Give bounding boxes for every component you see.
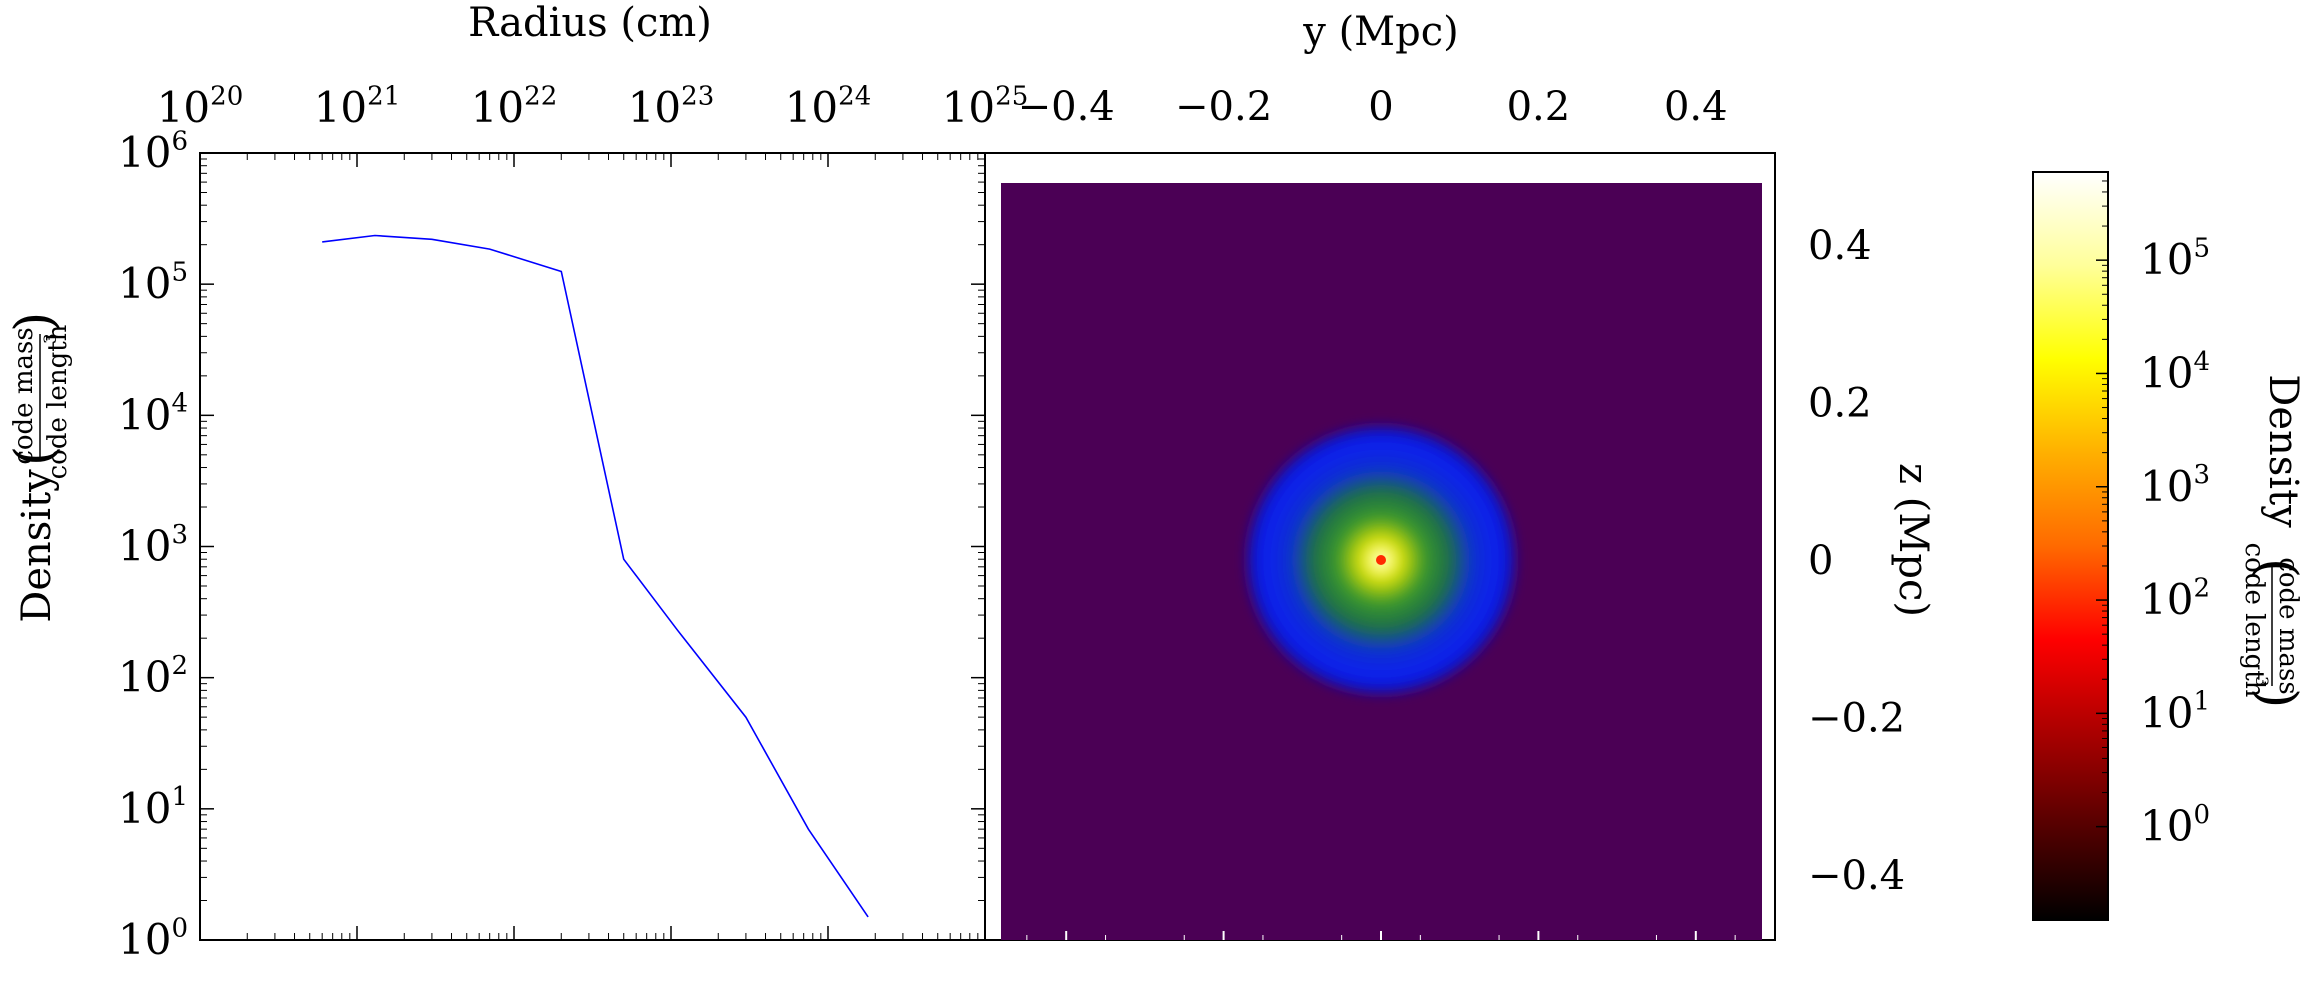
colorbar-tick-label: 101 [2140,687,2210,738]
projection-x-tick-label: −0.2 [1175,84,1272,130]
projection-x-tick-label: 0.2 [1507,84,1571,130]
projection-y-tick-label: −0.2 [1808,695,1905,741]
profile-series [322,234,869,918]
profile-y-tick-label: 101 [118,782,188,833]
profile-x-ticks: 1020 1021 1022 1023 1024 1025 [157,81,1029,940]
projection-y-tick-label: 0.2 [1808,381,1872,427]
colorbar: 100 101 102 103 104 105 Density ( code mass c… [2032,171,2307,921]
blob-core [1376,555,1386,565]
colorbar-unit-numerator: code mass [2273,557,2303,694]
profile-y-unit-denominator: code length [43,324,73,479]
profile-y-tick-label: 106 [118,126,188,177]
profile-y-tick-label: 104 [118,389,188,440]
svg-text:(: ( [5,446,65,466]
svg-text:): ) [2247,688,2307,708]
profile-y-axis-label: Density ( code mass code length 3 ) [5,312,73,623]
profile-x-tick-label: 1025 [942,81,1029,132]
colorbar-label-main: Density [2260,374,2306,528]
profile-y-axis-label-main: Density [14,469,60,623]
profile-x-tick-label: 1021 [314,81,401,132]
profile-x-axis-label: Radius (cm) [468,0,712,46]
profile-y-unit-numerator: code mass [9,327,39,464]
profile-x-tick-label: 1023 [628,81,715,132]
projection-y-tick-label: 0.4 [1808,223,1872,269]
projection-y-axis-label: z (Mpc) [1890,463,1936,617]
profile-y-tick-label: 100 [118,913,188,964]
svg-text:): ) [5,312,65,332]
colorbar-tick-label: 100 [2140,800,2210,851]
projection-x-tick-label: 0 [1368,84,1393,130]
projection-x-axis-label: y (Mpc) [1302,9,1459,55]
projection-x-tick-label: −0.4 [1018,84,1115,130]
colorbar-ticks: 100 101 102 103 104 105 [2096,180,2210,851]
profile-density-line [322,234,869,918]
colorbar-tick-label: 103 [2140,460,2210,511]
profile-y-unit-exponent: 3 [41,333,61,344]
svg-text:(: ( [2247,558,2307,578]
colorbar-tick-label: 104 [2140,347,2210,398]
projection-y-tick-label: −0.4 [1808,853,1905,899]
projection-plot: −0.4 −0.2 0 0.2 0.4 0.40.20−0.2−0.4 y (Mpc) … [984,9,1936,941]
projection-y-ticks: 0.4 0.2 0 −0.2 −0.4 [1808,223,1905,899]
profile-y-ticks: 100 101 102 103 104 105 106 [118,126,985,964]
density-blob [1247,426,1515,694]
projection-x-tick-label: 0.4 [1664,84,1728,130]
profile-x-tick-label: 1020 [157,81,244,132]
svg-text:Density: Density [14,469,60,623]
colorbar-tick-label: 102 [2140,573,2210,624]
profile-y-tick-label: 102 [118,651,188,702]
profile-plot: 1020 1021 1022 1023 1024 1025 100 101 102 103 104… [5,0,1028,964]
profile-y-tick-label: 103 [118,520,188,571]
profile-y-tick-label: 105 [118,258,188,309]
profile-x-tick-label: 1024 [785,81,872,132]
projection-y-tick-label: 0 [1808,538,1833,584]
profile-x-tick-label: 1022 [471,81,558,132]
colorbar-unit-exponent: 3 [2251,676,2271,687]
projection-x-ticks: −0.4 −0.2 0 0.2 0.4 [1018,84,1736,940]
colorbar-tick-label: 105 [2140,234,2210,285]
colorbar-unit-denominator: code length [2239,543,2269,698]
profile-axes-frame [199,152,986,941]
colorbar-label: Density ( code mass code length 3 ) [2239,374,2307,708]
colorbar-bar [2032,171,2109,921]
